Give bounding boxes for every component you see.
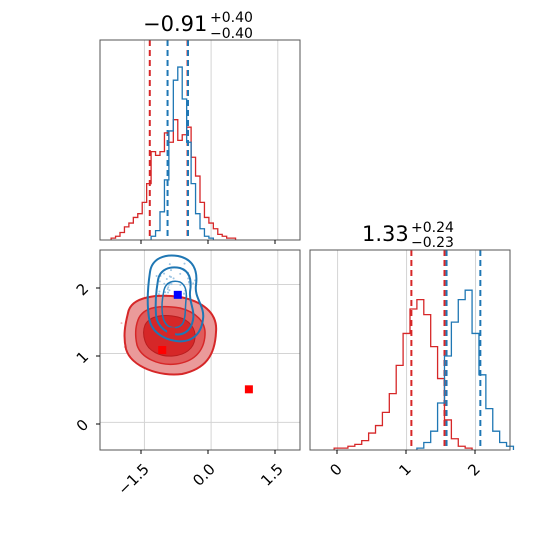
red-histogram-step — [110, 119, 237, 240]
blue-sample-point — [164, 291, 167, 294]
blue-contour-mid — [154, 266, 195, 336]
blue-sample-point — [170, 269, 173, 272]
param1-histogram-panel: −0.91 +0.40 −0.40 — [99, 10, 301, 244]
red-sample-point — [120, 322, 123, 325]
p3-xtick-label: 0 — [326, 460, 345, 479]
p2-xtick-label: 1.5 — [257, 460, 287, 490]
p2-xtick-label: 0.0 — [189, 460, 219, 490]
param1-vs-param2-contour-panel: −1.5 0.0 1.5 2 1 0 — [73, 249, 301, 499]
blue-sample-point — [158, 280, 161, 283]
blue-sample-point — [157, 293, 160, 296]
blue-sample-point — [167, 291, 170, 294]
param2-title-lower-error: −0.23 — [411, 235, 454, 251]
blue-sample-point — [192, 282, 195, 285]
marker-red — [167, 327, 176, 336]
blue-sample-point — [187, 277, 190, 280]
blue-sample-point — [167, 286, 170, 289]
blue-sample-point — [168, 289, 171, 292]
p2-ytick-label: 1 — [73, 348, 92, 367]
blue-sample-point — [163, 282, 166, 285]
blue-sample-point — [170, 283, 173, 286]
param1-title-lower-error: −0.40 — [210, 26, 253, 42]
param1-histogram-frame — [99, 39, 301, 241]
p3-xtick-label: 1 — [395, 460, 414, 479]
blue-sample-point — [158, 290, 161, 293]
blue-contour-outer — [146, 254, 205, 343]
param2-title: 1.33 — [362, 222, 409, 246]
param2-histogram-panel: 0 1 2 1.33 +0.24 −0.23 — [309, 220, 515, 480]
blue-sample-point — [155, 274, 158, 277]
blue-sample-point — [163, 272, 166, 275]
red-histogram-step — [333, 298, 473, 450]
contour-frame — [99, 249, 301, 451]
blue-sample-point — [169, 275, 172, 278]
blue-sample-point — [172, 277, 175, 280]
p2-ytick-label: 2 — [73, 280, 92, 299]
marker-red_marker — [158, 346, 167, 354]
marker-red_marker — [244, 385, 253, 394]
blue-sample-point — [182, 292, 185, 295]
p2-ytick-label: 0 — [73, 416, 92, 435]
red-contour-inner — [143, 315, 196, 357]
marker-blue_marker — [173, 290, 182, 299]
blue-sample-point — [166, 288, 169, 291]
blue-sample-point — [165, 278, 168, 281]
blue-histogram-step — [416, 289, 515, 450]
blue-sample-point — [183, 262, 186, 265]
blue-sample-point — [179, 272, 182, 275]
param2-histogram-frame — [309, 249, 511, 451]
blue-sample-point — [179, 283, 182, 286]
p3-xtick-label: 2 — [464, 460, 483, 479]
blue-sample-point — [168, 263, 171, 266]
p2-xtick-label: −1.5 — [114, 460, 152, 498]
param1-title-upper-error: +0.40 — [210, 10, 253, 26]
param2-title-upper-error: +0.24 — [411, 220, 454, 236]
blue-contour-inner — [161, 280, 188, 329]
blue-histogram-step — [150, 66, 214, 240]
param1-title: −0.91 — [143, 12, 207, 36]
